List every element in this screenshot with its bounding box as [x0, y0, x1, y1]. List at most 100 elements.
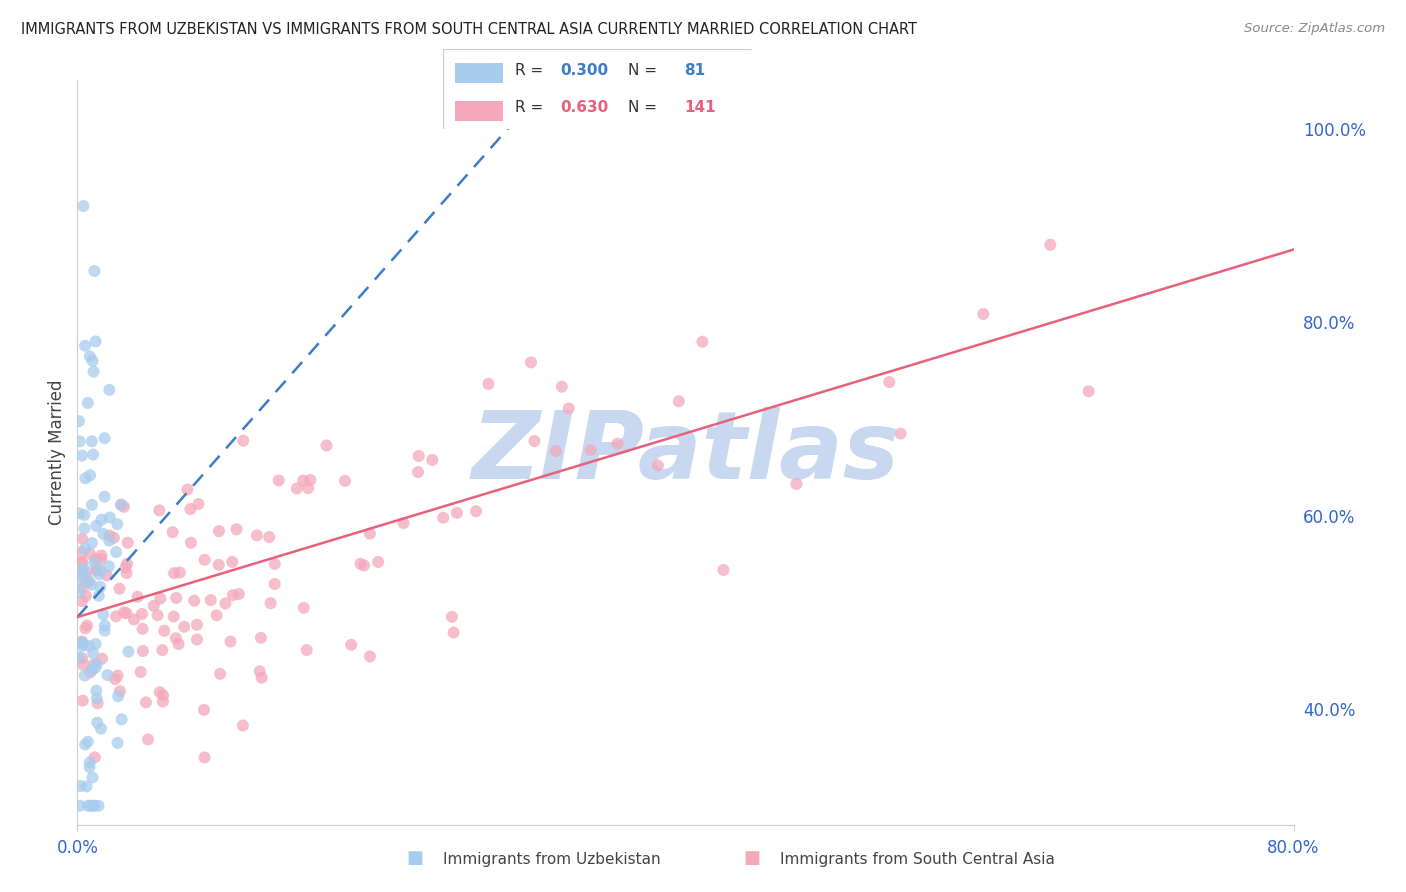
Point: [205, 608, 228, 623]
Point: [82, 448, 104, 462]
Point: [83, 798, 105, 813]
Y-axis label: Currently Married: Currently Married: [48, 380, 66, 525]
Point: [208, 558, 231, 572]
Point: [103, 531, 125, 545]
Point: [692, 334, 714, 349]
Point: [129, 665, 152, 679]
Point: [149, 591, 172, 606]
Point: [80, 434, 103, 449]
Point: [83, 750, 105, 764]
Point: [82, 771, 104, 785]
Point: [520, 355, 543, 369]
Point: [104, 672, 127, 686]
Point: [163, 609, 186, 624]
Point: [75, 780, 97, 794]
Point: [122, 612, 145, 626]
Point: [82, 646, 104, 660]
Point: [315, 438, 337, 452]
Point: [446, 506, 468, 520]
Text: ZIPatlas: ZIPatlas: [471, 407, 900, 499]
Point: [69, 434, 91, 449]
Point: [79, 756, 101, 770]
Point: [98, 528, 121, 542]
Point: [72, 637, 94, 651]
Point: [69, 798, 91, 813]
Point: [440, 610, 463, 624]
Point: [90, 513, 112, 527]
Point: [76, 618, 98, 632]
Point: [112, 500, 135, 514]
Point: [67, 506, 90, 520]
Point: [115, 557, 138, 571]
Point: [114, 560, 136, 574]
Point: [87, 798, 110, 813]
Text: Source: ZipAtlas.com: Source: ZipAtlas.com: [1244, 22, 1385, 36]
Point: [131, 622, 153, 636]
Point: [79, 760, 101, 774]
Text: IMMIGRANTS FROM UZBEKISTAN VS IMMIGRANTS FROM SOUTH CENTRAL ASIA CURRENTLY MARRI: IMMIGRANTS FROM UZBEKISTAN VS IMMIGRANTS…: [21, 22, 917, 37]
Point: [785, 477, 807, 491]
Point: [76, 396, 98, 410]
Point: [90, 549, 112, 563]
Point: [406, 465, 429, 479]
Point: [1039, 237, 1062, 252]
Point: [105, 517, 128, 532]
Point: [392, 516, 415, 530]
Point: [98, 383, 121, 397]
Bar: [456, 62, 503, 83]
Point: [187, 497, 209, 511]
Point: [232, 434, 254, 448]
Point: [91, 607, 114, 622]
Point: [73, 521, 96, 535]
Point: [75, 565, 97, 579]
Point: [97, 559, 120, 574]
Point: [259, 596, 281, 610]
Point: [90, 552, 112, 566]
Point: [148, 503, 170, 517]
Point: [333, 474, 356, 488]
Point: [152, 689, 174, 703]
Point: [285, 482, 308, 496]
Point: [162, 525, 184, 540]
Point: [349, 557, 371, 571]
Point: [70, 556, 93, 570]
Point: [225, 522, 247, 536]
Point: [523, 434, 546, 448]
Point: [297, 481, 319, 495]
Point: [82, 798, 104, 813]
Point: [180, 535, 202, 549]
Point: [108, 684, 131, 698]
Point: [408, 449, 430, 463]
Point: [167, 637, 190, 651]
Point: [112, 606, 135, 620]
Point: [232, 718, 254, 732]
Point: [93, 431, 115, 445]
Point: [176, 483, 198, 497]
Point: [263, 557, 285, 571]
Point: [110, 712, 132, 726]
Point: [70, 555, 93, 569]
Point: [149, 685, 172, 699]
Point: [890, 426, 912, 441]
Point: [98, 510, 121, 524]
Point: [75, 738, 97, 752]
Point: [75, 589, 97, 603]
Point: [107, 669, 129, 683]
Point: [557, 401, 579, 416]
Point: [110, 498, 132, 512]
Point: [544, 444, 567, 458]
Point: [107, 690, 129, 704]
Point: [228, 587, 250, 601]
Point: [606, 436, 628, 450]
Point: [70, 581, 93, 595]
Text: 0.300: 0.300: [561, 63, 609, 78]
Point: [77, 798, 100, 813]
Point: [110, 498, 132, 512]
Point: [668, 394, 690, 409]
Point: [142, 599, 165, 613]
Point: [135, 695, 157, 709]
Point: [93, 490, 115, 504]
Text: Immigrants from South Central Asia: Immigrants from South Central Asia: [780, 852, 1056, 867]
Point: [169, 566, 191, 580]
Point: [79, 468, 101, 483]
